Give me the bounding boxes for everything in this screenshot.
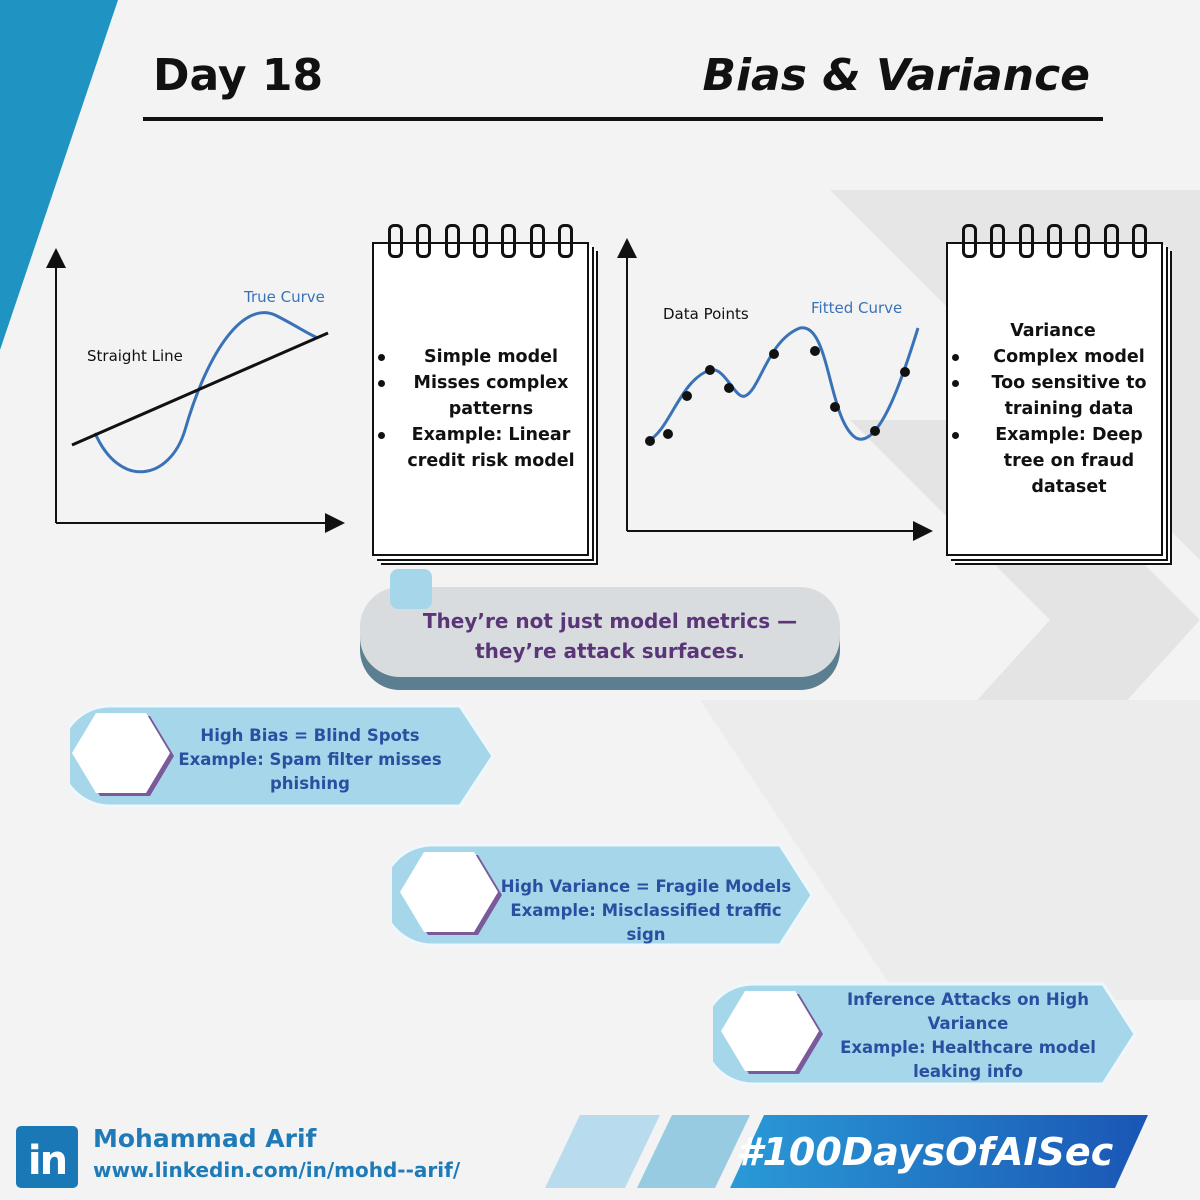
- point-text: High Variance = Fragile Models Example: …: [500, 877, 792, 944]
- notepad-rings: [962, 224, 1147, 258]
- variance-notes-heading: Variance: [1010, 321, 1096, 341]
- point-text: Inference Attacks on High Variance Examp…: [840, 990, 1096, 1081]
- callout-text: They’re not just model metrics — they’re…: [400, 606, 820, 666]
- callout-tab: [390, 569, 432, 609]
- callout-line-1: They’re not just model metrics —: [422, 609, 798, 633]
- day-title: Day 18: [153, 50, 324, 101]
- variance-notepad: Variance Complex model Too sensitive to …: [946, 224, 1164, 556]
- bias-note-item: Misses complex patterns: [378, 370, 582, 422]
- point-card-inference-attacks: Inference Attacks on High Variance Examp…: [713, 982, 1137, 1086]
- variance-notes-list: Complex model Too sensitive to training …: [952, 344, 1164, 500]
- hashtag-banner: #100DaysOfAISec: [736, 1130, 1114, 1174]
- title-divider: [143, 117, 1103, 121]
- bias-notes-list: Simple model Misses complex patterns Exa…: [378, 344, 582, 474]
- point-text: High Bias = Blind Spots Example: Spam fi…: [178, 726, 442, 793]
- point-card-high-variance: High Variance = Fragile Models Example: …: [392, 843, 814, 947]
- linkedin-logo: in: [16, 1126, 78, 1188]
- bias-note-item: Example: Linear credit risk model: [378, 422, 582, 474]
- topic-title: Bias & Variance: [702, 50, 1090, 101]
- callout-box: [360, 587, 840, 677]
- callout-line-2: they’re attack surfaces.: [475, 639, 745, 663]
- bias-note-item: Simple model: [378, 344, 582, 370]
- variance-note-item: Complex model: [952, 344, 1164, 370]
- variance-note-item: Too sensitive to training data: [952, 370, 1164, 422]
- author-name: Mohammad Arif: [93, 1124, 317, 1153]
- variance-note-item: Example: Deep tree on fraud dataset: [952, 422, 1164, 500]
- point-card-high-bias: High Bias = Blind Spots Example: Spam fi…: [70, 704, 495, 808]
- notepad-rings: [388, 224, 573, 258]
- bias-notepad: Simple model Misses complex patterns Exa…: [372, 224, 589, 556]
- profile-url[interactable]: www.linkedin.com/in/mohd--arif/: [93, 1158, 461, 1182]
